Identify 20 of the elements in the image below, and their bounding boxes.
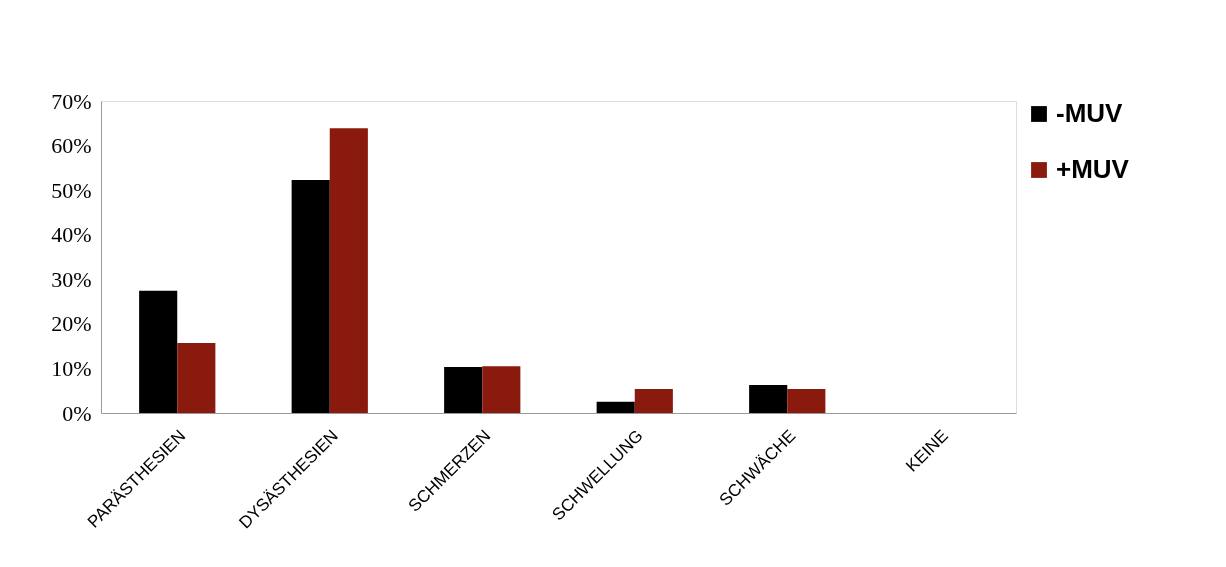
y-tick-label: 20%	[51, 311, 92, 337]
legend-label: +MUV	[1056, 154, 1130, 184]
y-tick-label: 70%	[51, 88, 92, 114]
bar	[291, 179, 330, 413]
y-tick-label: 0%	[62, 400, 92, 426]
legend-label: -MUV	[1056, 98, 1124, 128]
bar	[177, 343, 216, 413]
bar	[444, 367, 483, 413]
y-tick-label: 30%	[51, 266, 92, 292]
bar	[139, 290, 178, 413]
bar	[596, 401, 635, 413]
bar	[749, 384, 788, 413]
y-tick-label: 60%	[51, 133, 92, 159]
bar	[634, 388, 673, 413]
y-tick-label: 10%	[51, 355, 92, 381]
bar	[329, 128, 368, 413]
bar	[482, 366, 521, 413]
y-tick-label: 40%	[51, 222, 92, 248]
y-tick-label: 50%	[51, 177, 92, 203]
bar	[787, 388, 826, 413]
